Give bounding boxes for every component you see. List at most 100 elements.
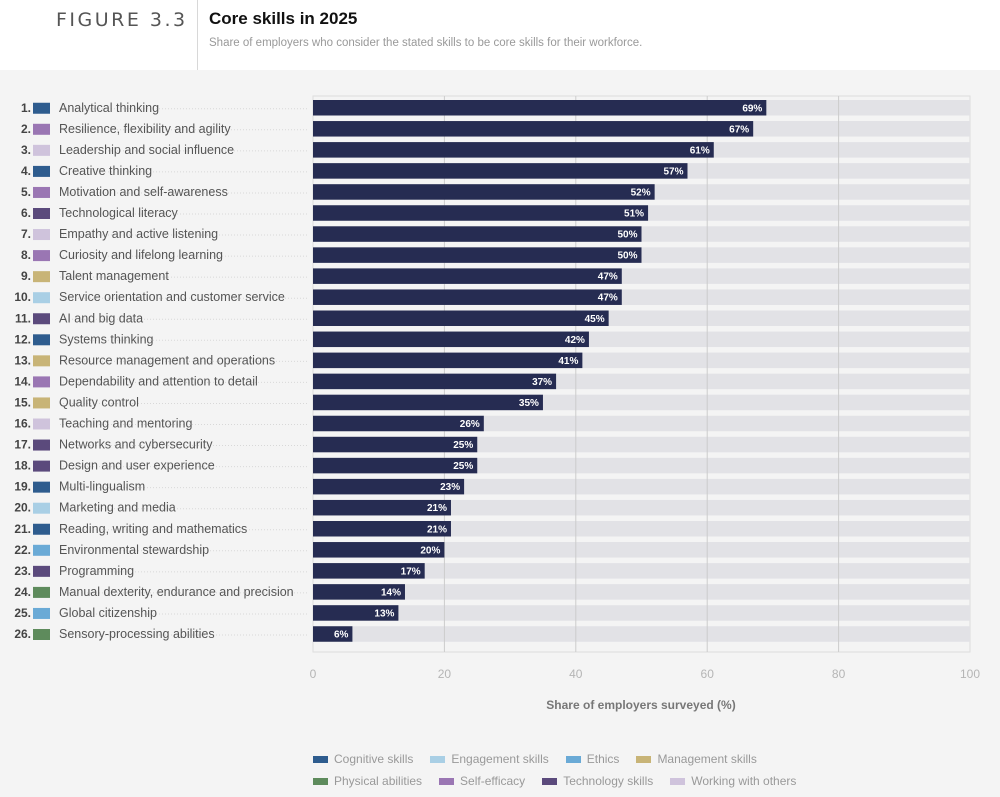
bar-value-label: 25% [453,461,473,472]
rank-label: 14. [14,374,31,388]
skill-label: Sensory-processing abilities [59,627,215,641]
skill-label: Design and user experience [59,459,215,473]
chart-row: 23. Programming [14,563,970,579]
bar-chart: 1. Analytical thinking 2. Resilience, flexi… [14,95,980,712]
bar [313,415,484,432]
rank-label: 26. [14,627,31,641]
category-swatch [33,481,50,493]
skill-label: Motivation and self-awareness [59,185,228,199]
bar-value-label: 41% [558,356,578,367]
category-swatch [33,629,50,640]
skill-label: Creative thinking [59,164,152,178]
rank-label: 17. [14,438,31,452]
bar [313,247,642,263]
category-swatch [33,313,50,325]
rank-label: 20. [14,501,31,515]
bar [313,563,425,579]
x-tick-label: 20 [438,667,452,681]
category-swatch [33,355,50,367]
rank-label: 16. [14,417,31,431]
chart-row: 22. Environmental stewardship [14,542,970,558]
rank-label: 21. [14,522,31,536]
bar-value-label: 50% [617,230,637,241]
legend-swatch [542,777,558,785]
legend-label: Physical abilities [334,774,423,788]
bar [313,373,557,390]
bar [313,394,543,411]
bar-track [313,563,970,579]
rank-label: 25. [14,606,31,620]
category-swatch [33,439,50,451]
rank-label: 24. [14,585,31,599]
category-swatch [33,334,50,346]
category-swatch [33,250,50,262]
legend-item: Working with others [670,774,796,788]
skill-label: AI and big data [59,311,143,325]
bar [313,310,609,326]
legend: Cognitive skills Engagement skills Ethics M… [313,748,873,792]
bar [313,521,451,537]
rank-label: 10. [14,290,31,304]
legend-label: Engagement skills [451,752,549,766]
rank-label: 8. [21,248,31,262]
bar-value-label: 14% [381,587,401,598]
chart-row: 19. Multi-lingualism [14,478,970,495]
bar-value-label: 26% [460,419,480,430]
rank-label: 7. [21,227,31,241]
bar-value-label: 17% [401,566,421,577]
category-swatch [33,544,50,556]
bar [313,457,478,474]
bar-value-label: 57% [663,166,683,177]
bar-value-label: 50% [617,251,637,262]
figure-header: FIGURE 3.3 Core skills in 2025 Share of … [0,0,1000,70]
bar [313,542,445,558]
rank-label: 5. [21,185,31,199]
skill-label: Service orientation and customer service [59,290,285,304]
bar [313,163,688,179]
skill-label: Networks and cybersecurity [59,438,213,452]
x-axis-title: Share of employers surveyed (%) [546,698,735,712]
chart-row: 25. Global citizenship [14,605,970,621]
legend-label: Working with others [691,774,797,788]
bar-track [313,478,970,495]
chart-row: 18. Design and user experience [14,457,970,474]
category-swatch [33,208,50,219]
skill-label: Curiosity and lifelong learning [59,248,223,262]
x-tick-label: 60 [701,667,715,681]
bar [313,226,642,242]
rank-label: 6. [21,206,31,220]
bar [313,478,465,495]
skill-label: Leadership and social influence [59,143,234,157]
category-swatch [33,586,50,598]
category-swatch [33,102,50,114]
legend-swatch [430,755,446,763]
x-tick-label: 80 [832,667,846,681]
category-swatch [33,523,50,535]
bar [313,352,583,369]
legend-label: Cognitive skills [334,752,414,766]
rank-label: 18. [14,459,31,473]
bar [313,268,622,284]
rank-label: 15. [14,395,31,409]
chart-row: 24. Manual dexterity, endurance and preci… [14,584,970,600]
legend-row: Physical abilities Self-efficacy Technolog… [313,770,873,792]
bar [313,100,767,116]
skill-label: Systems thinking [59,332,154,346]
bar [313,499,451,516]
rank-label: 1. [21,101,31,115]
chart-row: 20. Marketing and media [14,499,970,516]
skill-label: Quality control [59,395,139,409]
category-swatch [33,460,50,472]
skill-label: Multi-lingualism [59,480,145,494]
rank-label: 11. [15,311,31,325]
category-swatch [33,229,50,241]
rank-label: 13. [14,353,31,367]
legend-swatch [670,777,686,785]
chart-row: 26. Sensory-processing abilities [14,626,970,642]
chart-title: Core skills in 2025 [209,9,358,28]
bar-track [313,626,970,642]
skill-label: Global citizenship [59,606,157,620]
bar [313,626,353,642]
skill-label: Empathy and active listening [59,227,218,241]
bar-value-label: 35% [519,398,539,409]
